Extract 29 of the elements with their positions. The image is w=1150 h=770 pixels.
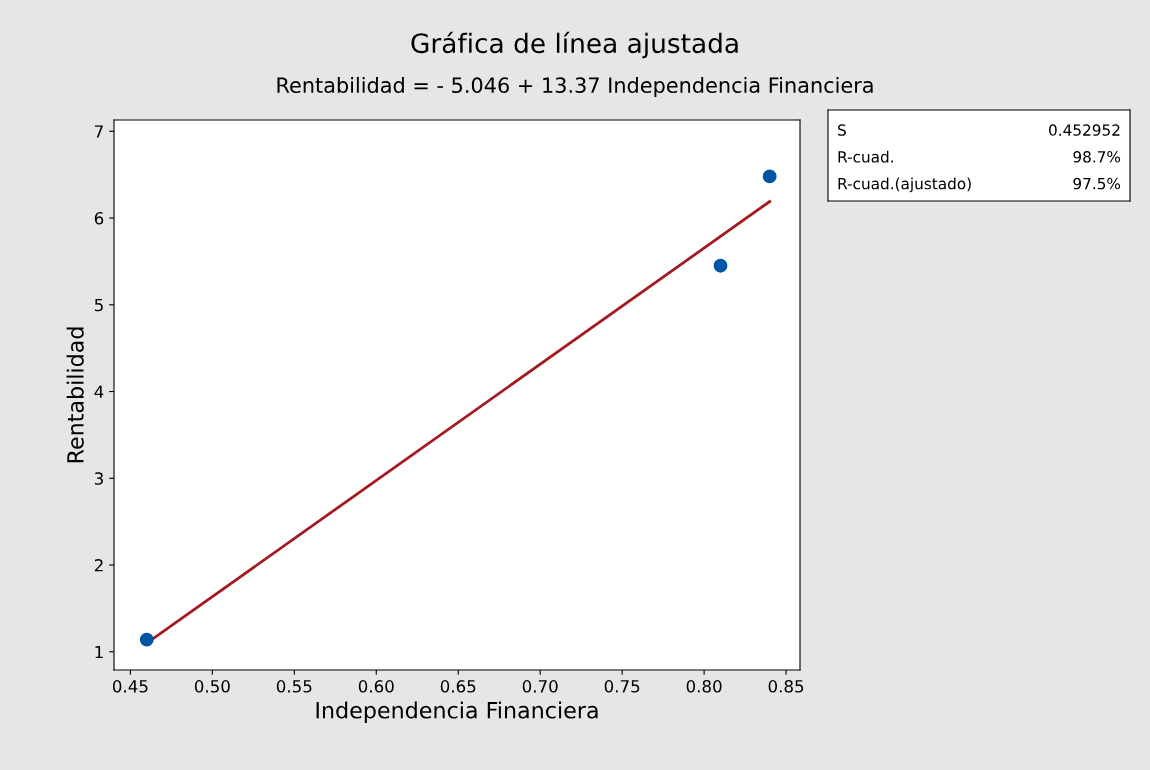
text: S (838, 124, 846, 136)
y-axis-title: Rentabilidad (66, 327, 84, 463)
y-tick-label: 4 (94, 385, 104, 398)
point (762, 169, 777, 184)
x-tick-label: 0.55 (276, 680, 312, 693)
text: 0.452952 (1049, 124, 1120, 136)
y-tick-label: 2 (94, 558, 103, 572)
y-tick-label: 3 (94, 472, 103, 485)
y-tick-label: 7 (95, 125, 103, 138)
x-tick-label: 0.70 (522, 680, 558, 693)
chart-title: Gráfica de línea ajustada (411, 31, 738, 59)
point (713, 258, 728, 273)
x-tick-label: 0.60 (358, 680, 394, 693)
x-tick-label: 0.85 (768, 680, 804, 693)
x-tick-label: 0.50 (194, 680, 230, 693)
y-tick-label: 6 (94, 211, 104, 225)
x-tick-label: 0.65 (440, 680, 476, 693)
x-tick-label: 0.75 (604, 680, 640, 693)
y-tick-label: 5 (94, 298, 103, 312)
text: R-cuad. (838, 150, 893, 163)
x-axis-title: Independencia Financiera (316, 701, 598, 723)
y-tick-label: 1 (95, 645, 103, 659)
chart-subtitle: Rentabilidad = - 5.046 + 13.37 Independencia Financiera (277, 76, 873, 98)
point (139, 632, 154, 647)
text: 98.7% (1073, 151, 1121, 163)
x-tick-label: 0.80 (686, 680, 722, 693)
x-tick-label: 0.45 (112, 680, 148, 693)
text: R-cuad.(ajustado) (838, 177, 971, 193)
text: 97.5% (1073, 177, 1121, 190)
